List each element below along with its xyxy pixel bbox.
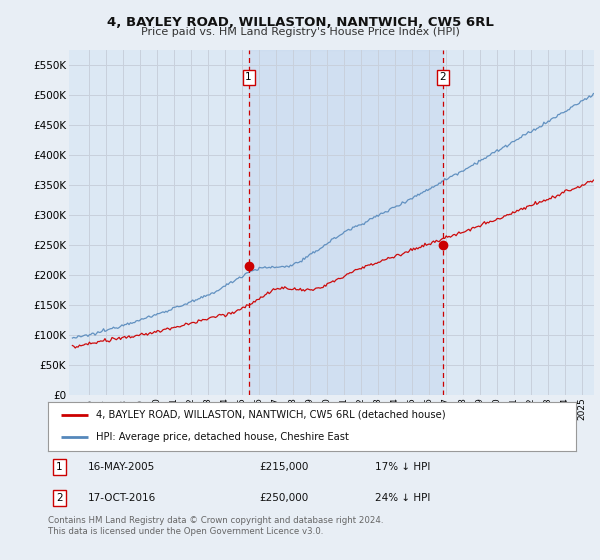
Text: 1: 1 [245,72,252,82]
Text: 2: 2 [56,493,63,503]
Text: 2: 2 [439,72,446,82]
Text: 4, BAYLEY ROAD, WILLASTON, NANTWICH, CW5 6RL (detached house): 4, BAYLEY ROAD, WILLASTON, NANTWICH, CW5… [95,410,445,420]
Text: £215,000: £215,000 [259,462,308,472]
Text: Contains HM Land Registry data © Crown copyright and database right 2024.
This d: Contains HM Land Registry data © Crown c… [48,516,383,536]
Text: HPI: Average price, detached house, Cheshire East: HPI: Average price, detached house, Ches… [95,432,349,442]
Bar [248,50,443,395]
Text: 17% ↓ HPI: 17% ↓ HPI [376,462,431,472]
Text: 4, BAYLEY ROAD, WILLASTON, NANTWICH, CW5 6RL: 4, BAYLEY ROAD, WILLASTON, NANTWICH, CW5… [107,16,493,29]
Text: 16-MAY-2005: 16-MAY-2005 [88,462,155,472]
Text: 17-OCT-2016: 17-OCT-2016 [88,493,156,503]
Text: £250,000: £250,000 [259,493,308,503]
Text: 24% ↓ HPI: 24% ↓ HPI [376,493,431,503]
Text: 1: 1 [56,462,63,472]
Text: Price paid vs. HM Land Registry's House Price Index (HPI): Price paid vs. HM Land Registry's House … [140,27,460,37]
